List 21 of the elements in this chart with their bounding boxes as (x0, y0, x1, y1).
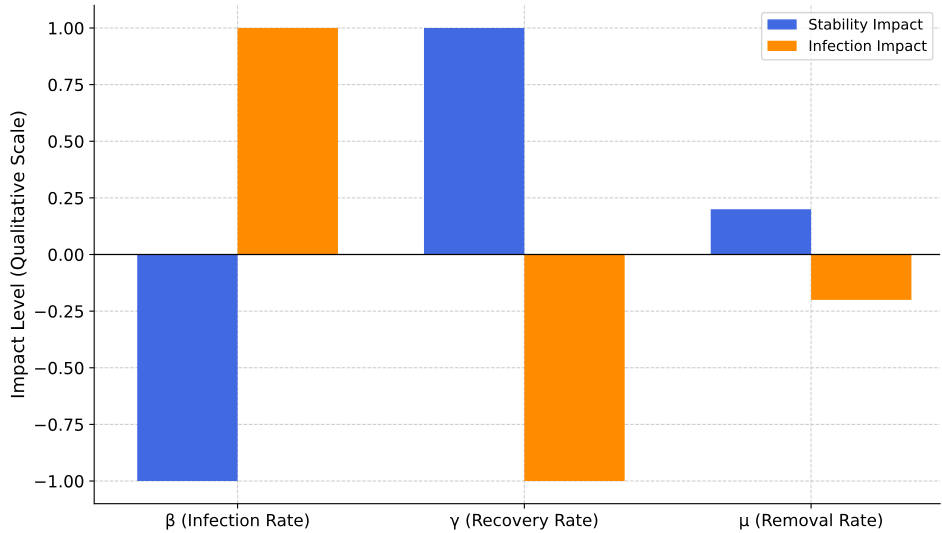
bar (238, 28, 338, 255)
bar (710, 209, 812, 255)
bar (811, 254, 912, 300)
y-tick-label: 1.00 (49, 22, 84, 35)
legend-label: Stability Impact (809, 18, 923, 33)
y-tick-label: −0.25 (35, 305, 84, 318)
bar (524, 254, 625, 482)
bar (137, 254, 238, 482)
x-tick-label: β (Infection Rate) (166, 513, 309, 530)
y-tick-label: −0.50 (35, 362, 84, 374)
y-tick-label: −1.00 (35, 474, 84, 488)
y-tick-label: 0.75 (48, 78, 84, 92)
bar (424, 28, 524, 255)
y-tick-label: −0.75 (35, 418, 84, 431)
y-tick-label: 0.00 (48, 248, 84, 262)
y-axis-title: Impact Level (Qualitative Scale) (10, 112, 28, 398)
y-tick-label: 0.50 (48, 135, 84, 148)
legend-label: Infection Impact (810, 40, 927, 54)
y-tick-label: 0.25 (48, 192, 84, 204)
x-tick-label: γ (Recovery Rate) (450, 513, 598, 530)
x-tick-label: μ (Removal Rate) (740, 513, 882, 530)
